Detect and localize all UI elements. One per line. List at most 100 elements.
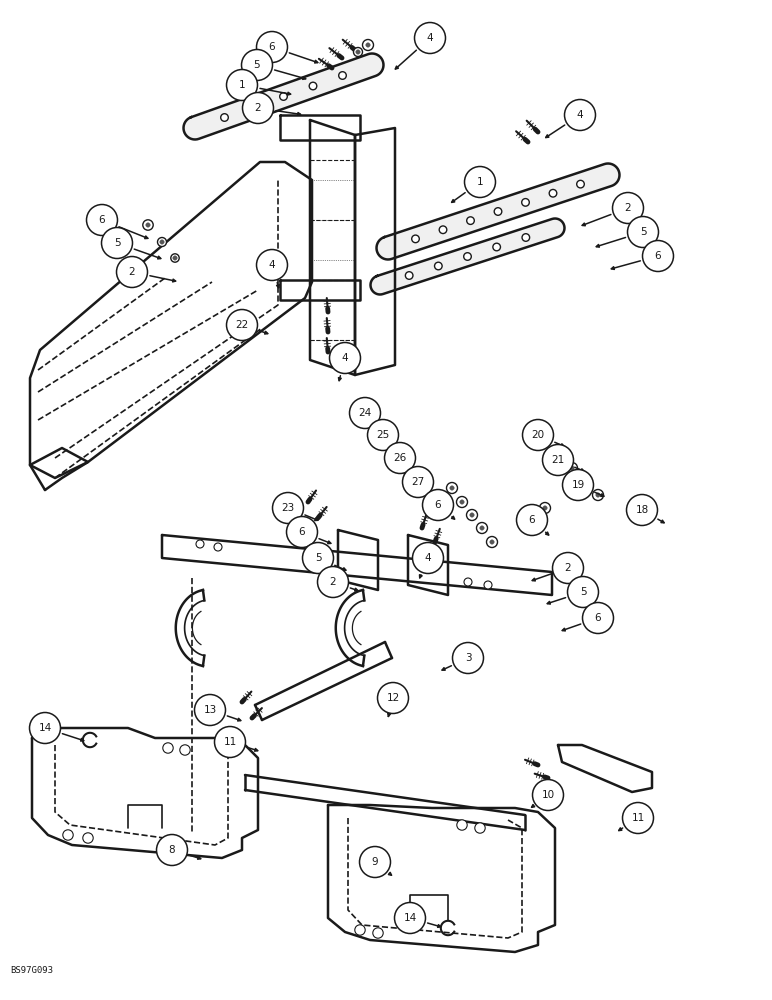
Circle shape — [494, 208, 502, 215]
Text: 10: 10 — [541, 790, 554, 800]
Text: 6: 6 — [655, 251, 662, 261]
Circle shape — [279, 93, 287, 100]
Text: 22: 22 — [235, 320, 249, 330]
Text: 3: 3 — [465, 653, 472, 663]
Text: 1: 1 — [476, 177, 483, 187]
Circle shape — [157, 834, 188, 865]
Circle shape — [583, 602, 614, 634]
Text: 5: 5 — [640, 227, 646, 237]
Circle shape — [196, 540, 204, 548]
Circle shape — [310, 82, 317, 90]
Circle shape — [522, 199, 530, 206]
Text: 27: 27 — [411, 477, 425, 487]
Circle shape — [480, 526, 484, 530]
Circle shape — [540, 502, 550, 514]
Circle shape — [533, 780, 564, 810]
Circle shape — [484, 581, 492, 589]
Text: 9: 9 — [371, 857, 378, 867]
Circle shape — [553, 552, 584, 584]
Circle shape — [467, 217, 474, 224]
Circle shape — [543, 506, 547, 510]
Circle shape — [516, 504, 547, 536]
Text: 2: 2 — [129, 267, 135, 277]
Circle shape — [577, 180, 584, 188]
Circle shape — [412, 542, 443, 574]
Circle shape — [226, 70, 258, 101]
Text: 25: 25 — [377, 430, 390, 440]
Text: 6: 6 — [594, 613, 601, 623]
Text: 11: 11 — [223, 737, 237, 747]
Circle shape — [493, 243, 500, 251]
Circle shape — [226, 310, 258, 340]
Circle shape — [464, 253, 471, 260]
Circle shape — [464, 578, 472, 586]
Text: 6: 6 — [99, 215, 105, 225]
Circle shape — [402, 466, 434, 497]
Circle shape — [256, 31, 287, 63]
Circle shape — [63, 830, 73, 840]
Circle shape — [303, 542, 334, 574]
Circle shape — [466, 510, 478, 521]
Circle shape — [173, 256, 178, 260]
Circle shape — [366, 43, 371, 47]
Circle shape — [394, 902, 425, 934]
Circle shape — [446, 483, 458, 493]
Text: 4: 4 — [427, 33, 433, 43]
Circle shape — [354, 47, 363, 56]
Circle shape — [256, 249, 287, 280]
Circle shape — [160, 240, 164, 244]
Text: 23: 23 — [281, 503, 295, 513]
Circle shape — [475, 823, 485, 833]
Circle shape — [435, 262, 442, 270]
Circle shape — [456, 496, 468, 507]
Text: 20: 20 — [531, 430, 544, 440]
Text: 14: 14 — [39, 723, 52, 733]
Circle shape — [157, 237, 167, 246]
Circle shape — [163, 743, 173, 753]
Circle shape — [214, 543, 222, 551]
Circle shape — [523, 420, 554, 450]
Circle shape — [543, 444, 574, 476]
Text: 13: 13 — [203, 705, 217, 715]
Text: 2: 2 — [564, 563, 571, 573]
Circle shape — [367, 420, 398, 450]
Circle shape — [355, 925, 365, 935]
Circle shape — [363, 39, 374, 50]
Circle shape — [583, 480, 587, 484]
Text: 21: 21 — [551, 455, 564, 465]
Circle shape — [460, 500, 464, 504]
Circle shape — [373, 928, 383, 938]
Circle shape — [580, 477, 591, 488]
Circle shape — [622, 802, 654, 834]
Circle shape — [360, 846, 391, 878]
Circle shape — [476, 522, 487, 534]
Circle shape — [330, 342, 361, 373]
Circle shape — [612, 192, 644, 224]
Circle shape — [356, 50, 361, 54]
Text: 5: 5 — [254, 60, 260, 70]
Polygon shape — [377, 164, 619, 259]
Text: 6: 6 — [435, 500, 442, 510]
Text: 6: 6 — [529, 515, 535, 525]
Polygon shape — [371, 219, 564, 294]
Circle shape — [415, 22, 445, 54]
Text: 12: 12 — [386, 693, 400, 703]
Circle shape — [470, 513, 474, 517]
Circle shape — [592, 489, 604, 500]
Circle shape — [465, 166, 496, 198]
Circle shape — [642, 240, 673, 271]
Circle shape — [143, 220, 153, 230]
Circle shape — [486, 536, 497, 548]
Text: 5: 5 — [113, 238, 120, 248]
Circle shape — [242, 93, 273, 123]
Circle shape — [273, 492, 303, 524]
Circle shape — [350, 397, 381, 428]
Circle shape — [564, 100, 595, 130]
Text: 6: 6 — [299, 527, 305, 537]
Circle shape — [439, 226, 447, 234]
Circle shape — [171, 254, 179, 262]
Polygon shape — [184, 54, 384, 139]
Circle shape — [146, 223, 151, 227]
Circle shape — [101, 228, 133, 258]
Text: 8: 8 — [169, 845, 175, 855]
